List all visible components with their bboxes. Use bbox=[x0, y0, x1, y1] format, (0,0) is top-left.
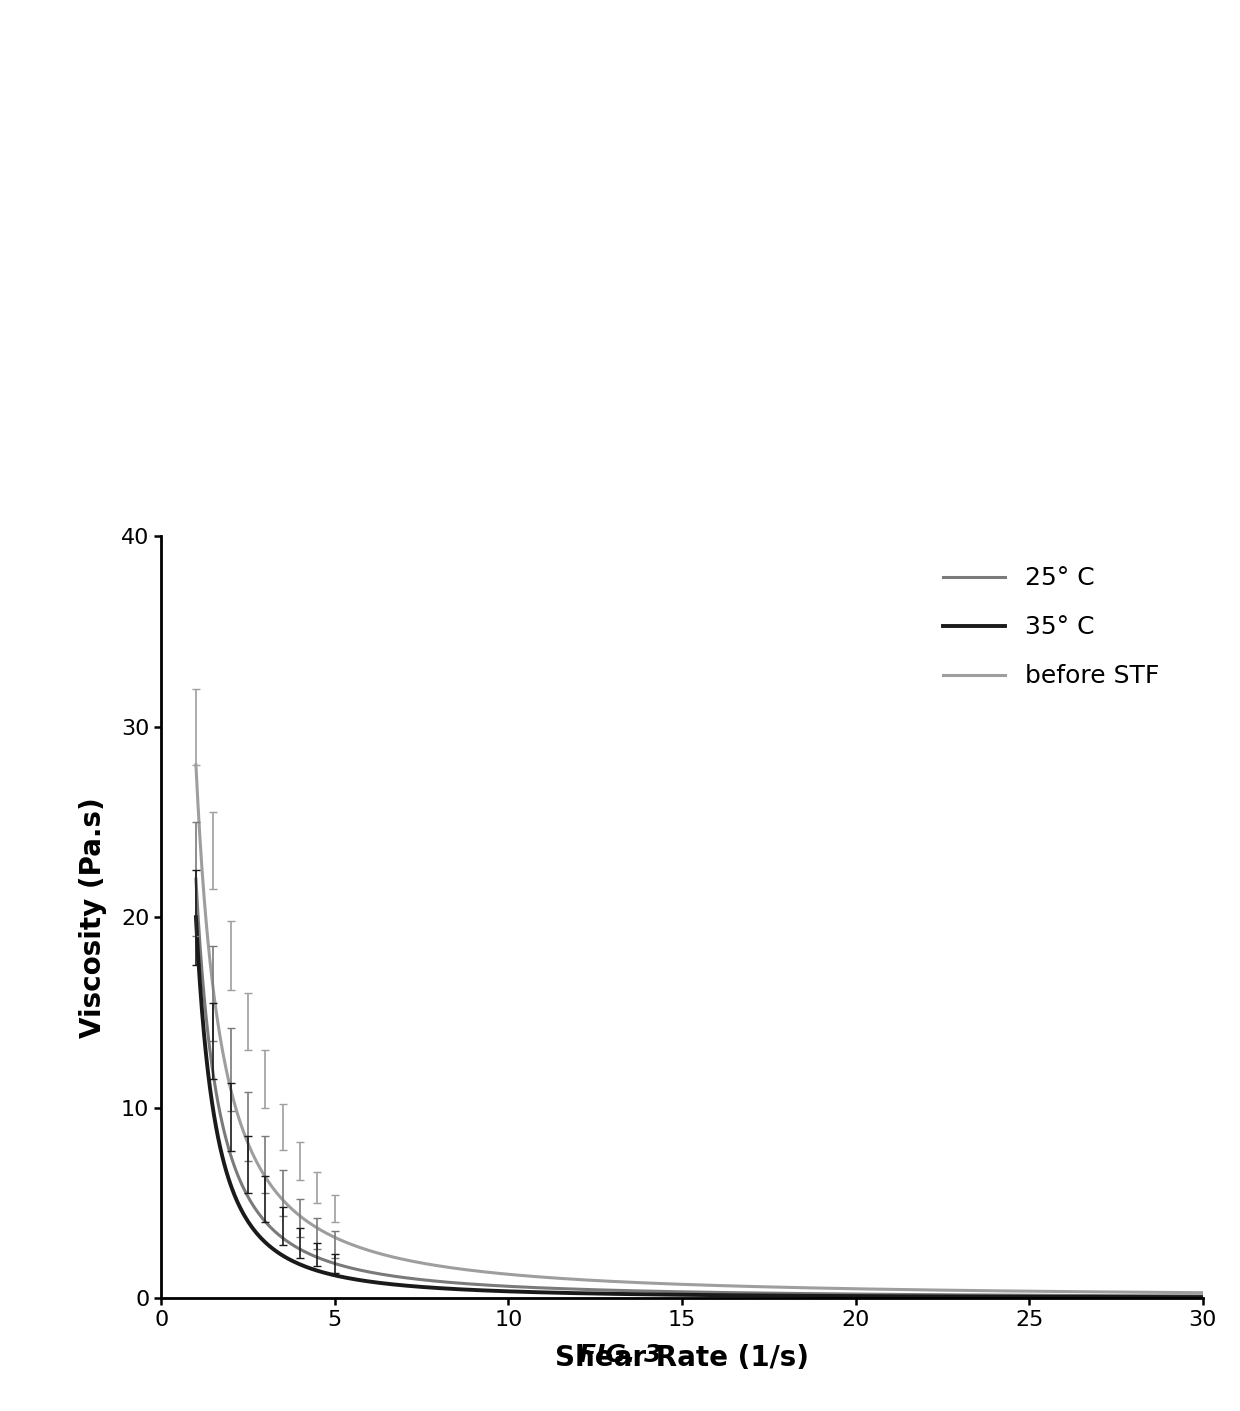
35° C bbox=[1171, 1288, 1185, 1305]
25° C bbox=[733, 1284, 748, 1301]
before STF bbox=[787, 1280, 802, 1297]
35° C bbox=[188, 909, 203, 926]
25° C bbox=[1171, 1287, 1185, 1304]
25° C bbox=[1014, 1287, 1029, 1304]
35° C bbox=[787, 1287, 802, 1304]
35° C bbox=[1195, 1288, 1210, 1305]
25° C bbox=[1195, 1287, 1210, 1304]
25° C bbox=[673, 1284, 688, 1301]
35° C bbox=[667, 1287, 682, 1304]
Legend: 25° C, 35° C, before STF: 25° C, 35° C, before STF bbox=[932, 556, 1169, 698]
before STF bbox=[188, 756, 203, 773]
Line: 35° C: 35° C bbox=[196, 917, 1203, 1297]
Line: 25° C: 25° C bbox=[196, 879, 1203, 1295]
Y-axis label: Viscosity (Pa.s): Viscosity (Pa.s) bbox=[79, 797, 107, 1037]
35° C bbox=[673, 1287, 688, 1304]
before STF bbox=[1171, 1284, 1185, 1301]
X-axis label: Shear Rate (1/s): Shear Rate (1/s) bbox=[556, 1343, 808, 1371]
before STF bbox=[1014, 1283, 1029, 1300]
25° C bbox=[188, 871, 203, 888]
before STF bbox=[667, 1276, 682, 1292]
before STF bbox=[673, 1276, 688, 1292]
35° C bbox=[1014, 1288, 1029, 1305]
before STF bbox=[1195, 1284, 1210, 1301]
Line: before STF: before STF bbox=[196, 765, 1203, 1292]
Text: FIG. 3: FIG. 3 bbox=[579, 1342, 661, 1367]
25° C bbox=[787, 1285, 802, 1302]
before STF bbox=[733, 1278, 748, 1295]
25° C bbox=[667, 1283, 682, 1300]
35° C bbox=[733, 1287, 748, 1304]
